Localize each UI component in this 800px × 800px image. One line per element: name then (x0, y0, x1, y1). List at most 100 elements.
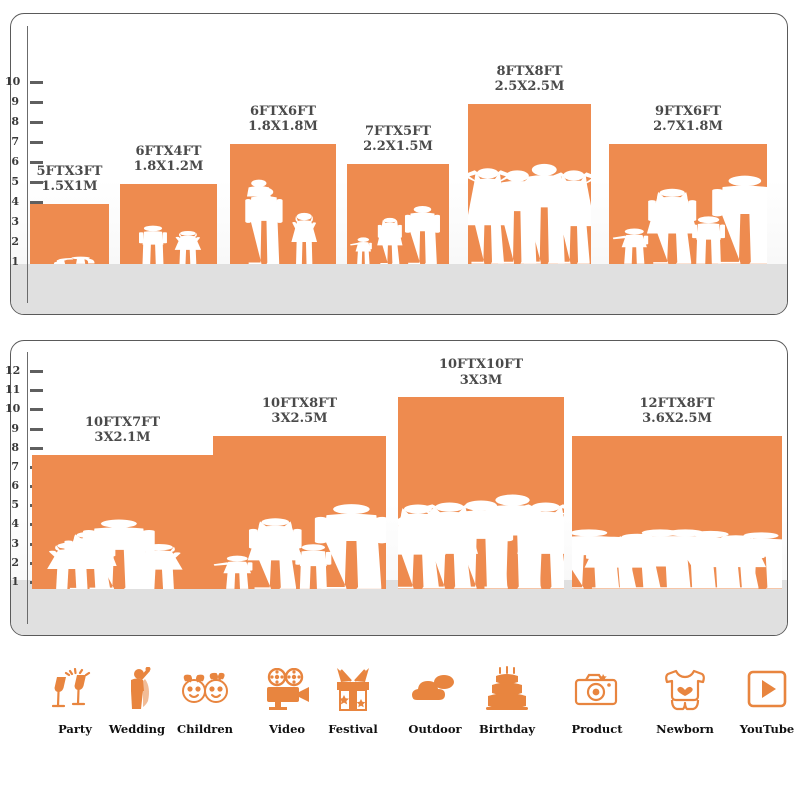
film-camera-icon (248, 660, 326, 718)
y-axis-tick-label: 3 (11, 215, 19, 228)
use-case-children[interactable]: Children (166, 660, 244, 736)
two-kids-faces-icon (166, 660, 244, 718)
y-axis-tick-label: 3 (11, 536, 19, 550)
backdrop-size-bar[interactable] (30, 204, 109, 264)
birthday-cake-icon (468, 660, 546, 718)
use-case-label: Newborn (656, 722, 714, 736)
backdrop-size-label: 6FTX4FT 1.8X1.2M (120, 144, 217, 175)
backdrop-size-label: 12FTX8FT 3.6X2.5M (572, 396, 782, 427)
backdrop-size-label: 10FTX7FT 3X2.1M (32, 415, 213, 446)
y-axis-tick (30, 389, 43, 393)
backdrop-size-bar[interactable] (609, 144, 767, 264)
y-axis-line-1 (27, 26, 28, 303)
y-axis-tick-label: 6 (11, 155, 19, 168)
use-case-label: Product (571, 722, 623, 736)
use-case-outdoor[interactable]: Outdoor (396, 660, 474, 736)
backdrop-size-label: 6FTX6FT 1.8X1.8M (230, 104, 336, 135)
y-axis-line-2 (27, 352, 28, 624)
y-axis-tick-label: 9 (11, 95, 19, 108)
backdrop-size-bar[interactable] (398, 397, 564, 589)
backdrop-size-bar[interactable] (120, 184, 217, 264)
use-case-product[interactable]: Product (558, 660, 636, 736)
y-axis-tick-label: 2 (11, 235, 19, 248)
size-feet: 10FTX7FT (84, 414, 161, 430)
floor-band-1 (11, 264, 787, 314)
y-axis-tick-label: 7 (11, 135, 19, 148)
size-feet: 8FTX8FT (496, 64, 563, 79)
size-feet: 10FTX10FT (438, 357, 524, 373)
use-case-label: Birthday (479, 722, 535, 736)
size-meters: 1.8X1.2M (133, 159, 204, 175)
backdrop-size-bar[interactable] (347, 164, 449, 264)
use-case-label: Video (268, 722, 306, 736)
y-axis-tick (30, 408, 43, 412)
use-case-birthday[interactable]: Birthday (468, 660, 546, 736)
y-axis-tick-label: 1 (11, 575, 19, 588)
gift-box-icon (314, 660, 392, 718)
human-scale-figures (213, 494, 386, 589)
y-axis-tick (30, 121, 43, 124)
y-axis-tick-label: 1 (11, 255, 19, 268)
human-scale-figures (572, 509, 782, 589)
y-axis-tick-label: 10 (5, 402, 21, 416)
backdrop-size-bar[interactable] (468, 104, 591, 264)
y-axis-tick-label: 10 (5, 75, 21, 88)
y-axis-tick-label: 8 (11, 440, 19, 454)
use-case-youtube[interactable]: YouTube (728, 660, 800, 736)
human-scale-figures (347, 184, 449, 264)
size-feet: 6FTX4FT (135, 144, 202, 159)
bride-icon (98, 660, 176, 718)
y-axis-tick-label: 9 (11, 421, 19, 435)
size-meters: 3X2.5M (271, 410, 328, 426)
size-meters: 1.8X1.8M (248, 119, 318, 135)
size-feet: 12FTX8FT (639, 395, 715, 411)
backdrop-size-bar[interactable] (230, 144, 336, 264)
cloud-icon (396, 660, 474, 718)
backdrop-size-label: 10FTX8FT 3X2.5M (213, 396, 386, 427)
human-scale-figures (32, 506, 213, 589)
backdrop-size-bar[interactable] (213, 435, 386, 589)
size-meters: 2.5X2.5M (494, 79, 565, 95)
size-meters: 1.5X1M (41, 179, 98, 195)
y-axis-tick-label: 6 (11, 479, 19, 493)
y-axis-tick (30, 446, 43, 450)
y-axis-tick-label: 7 (11, 459, 19, 473)
y-axis-tick-label: 5 (11, 498, 19, 512)
y-axis-tick (30, 427, 43, 431)
backdrop-size-label: 9FTX6FT 2.7X1.8M (609, 104, 767, 135)
size-feet: 5FTX3FT (36, 164, 103, 179)
y-axis-tick-label: 5 (11, 175, 19, 188)
backdrop-size-label: 7FTX5FT 2.2X1.5M (347, 124, 449, 155)
human-scale-figures (398, 481, 564, 589)
y-axis-tick (30, 141, 43, 144)
y-axis-tick-label: 11 (5, 383, 21, 397)
use-case-wedding[interactable]: Wedding (98, 660, 176, 736)
champagne-glasses-icon (36, 660, 114, 718)
y-axis-tick-label: 12 (5, 364, 21, 377)
human-scale-figures (30, 239, 109, 264)
use-case-label: Outdoor (408, 722, 462, 736)
backdrop-size-label: 5FTX3FT 1.5X1M (30, 164, 109, 195)
use-case-party[interactable]: Party (36, 660, 114, 736)
y-axis-tick-label: 8 (11, 115, 19, 128)
size-meters: 3.6X2.5M (642, 410, 712, 426)
y-axis-tick (30, 181, 43, 184)
y-axis-tick (30, 370, 43, 373)
y-axis-tick (30, 161, 43, 164)
play-button-icon (728, 660, 800, 718)
use-case-label: Children (176, 722, 234, 736)
use-case-festival[interactable]: Festival (314, 660, 392, 736)
use-case-newborn[interactable]: Newborn (646, 660, 724, 736)
use-case-label: Wedding (108, 722, 166, 736)
size-feet: 9FTX6FT (655, 104, 721, 119)
use-case-video[interactable]: Video (248, 660, 326, 736)
backdrop-size-bar[interactable] (32, 454, 213, 589)
backdrop-size-bar[interactable] (572, 435, 782, 589)
floor-band-2 (11, 580, 787, 635)
human-scale-figures (120, 205, 217, 264)
y-axis-tick-label: 4 (11, 195, 19, 208)
use-case-icon-strip: Party Wedding Children (18, 660, 794, 760)
baby-onesie-icon (646, 660, 724, 718)
size-meters: 2.7X1.8M (653, 119, 723, 135)
size-meters: 3X2.1M (94, 430, 151, 446)
